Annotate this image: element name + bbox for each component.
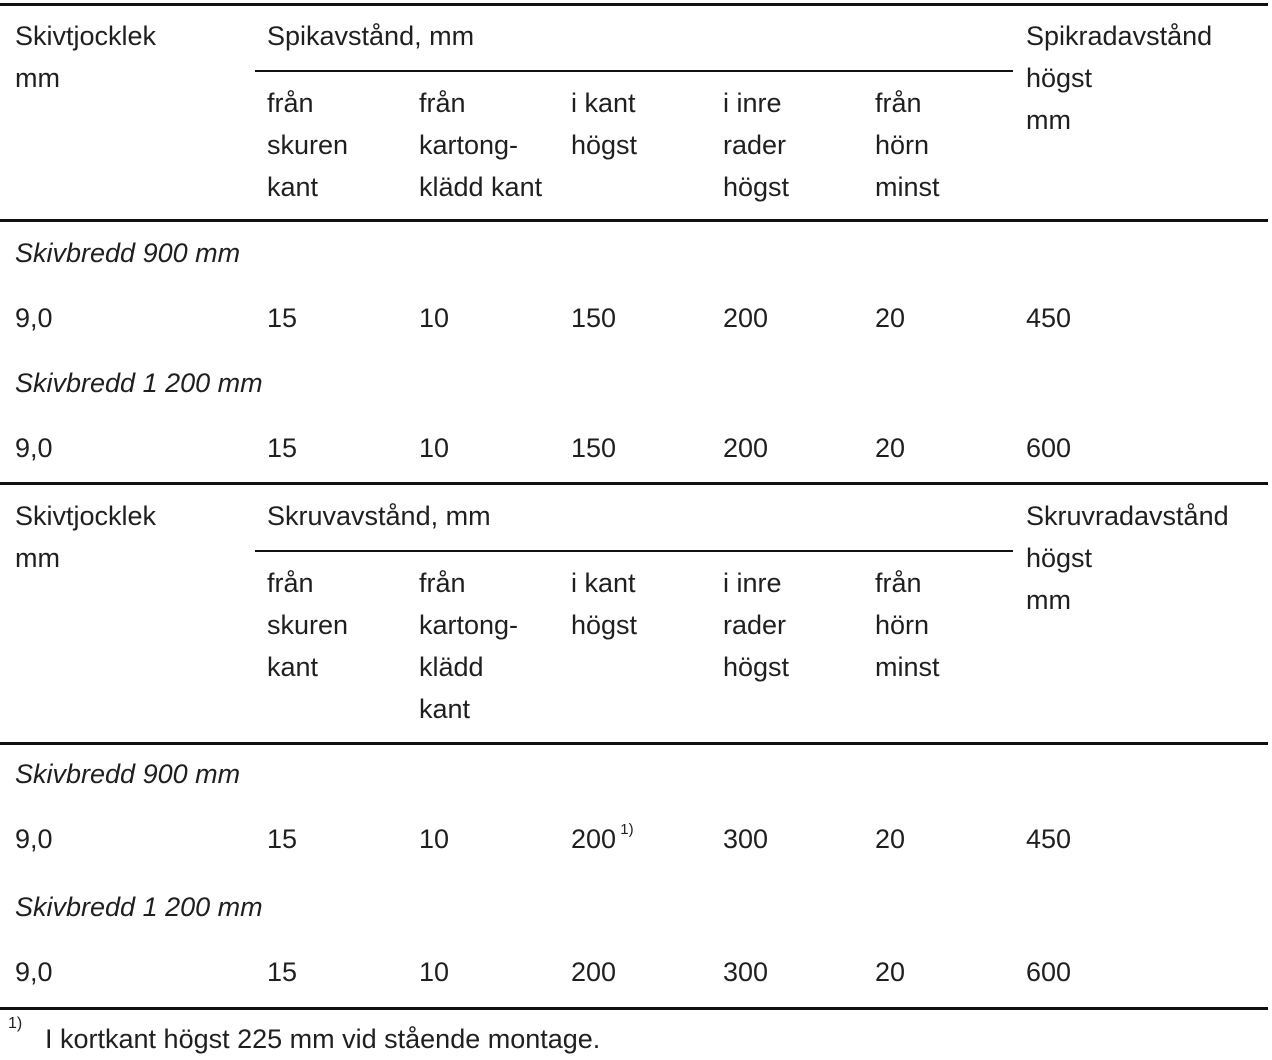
column-header-thickness: Skivtjocklek [15,501,157,531]
subcolumn-header: kant [419,694,471,724]
table-cell: 9,0 [15,433,53,463]
table-cell: 300 [723,824,769,854]
subcolumn-header: kartong- [419,610,519,640]
group-label: Skivbredd 900 mm [15,238,241,268]
subcolumn-header: högst [571,130,638,160]
column-header-row-spacing: Skruvradavstånd [1026,501,1229,531]
header-bottom-rule [0,742,1268,745]
column-header-thickness: Skivtjocklek [15,21,157,51]
subcolumn-header: från [875,568,922,598]
table-top-rule [0,482,1268,485]
table-cell: 20 [875,957,906,987]
subcolumn-header: högst [723,652,790,682]
group-label: Skivbredd 1 200 mm [15,368,263,398]
subcolumn-header: från [419,568,466,598]
table-cell: 9,0 [15,957,53,987]
table-cell: 9,0 [15,303,53,333]
table-cell: 10 [419,303,450,333]
table-cell: 450 [1026,824,1072,854]
table-cell: 200 [571,957,617,987]
subcolumn-header: klädd [419,652,484,682]
footnote-reference: 1) [616,821,634,838]
table-cell: 200 [723,303,769,333]
table-top-rule [0,3,1268,6]
column-group-header: Spikavstånd, mm [267,21,475,51]
subcolumn-header: hörn [875,130,930,160]
table-cell: 600 [1026,957,1072,987]
subcolumn-header: högst [571,610,638,640]
column-header-row-spacing: högst [1026,543,1093,573]
table-bottom-rule [0,1007,1268,1010]
table-cell: 15 [267,824,298,854]
group-label: Skivbredd 1 200 mm [15,892,263,922]
group-header-rule [255,70,1013,72]
subcolumn-header: skuren [267,610,349,640]
table-cell: 200 [723,433,769,463]
subcolumn-header: från [267,88,314,118]
subcolumn-header: kant [267,652,319,682]
table-cell: 10 [419,957,450,987]
subcolumn-header: skuren [267,130,349,160]
subcolumn-header: minst [875,172,940,202]
subcolumn-header: kartong- [419,130,519,160]
column-header-thickness: mm [15,63,60,93]
column-header-row-spacing: mm [1026,105,1071,135]
subcolumn-header: kant [267,172,319,202]
table-cell: 10 [419,433,450,463]
table-cell: 300 [723,957,769,987]
column-group-header: Skruvavstånd, mm [267,501,491,531]
table-cell: 20 [875,303,906,333]
subcolumn-header: minst [875,652,940,682]
subcolumn-header: rader [723,610,787,640]
footnote-mark: 1) [8,1015,23,1032]
subcolumn-header: från [419,88,466,118]
subcolumn-header: i kant [571,568,636,598]
table-cell: 10 [419,824,450,854]
footnote-text: I kortkant högst 225 mm vid stående mont… [45,1024,601,1054]
subcolumn-header: i kant [571,88,636,118]
column-header-row-spacing: mm [1026,585,1071,615]
table-cell: 9,0 [15,824,53,854]
table-cell: 150 [571,303,617,333]
subcolumn-header: i inre [723,88,782,118]
subcolumn-header: högst [723,172,790,202]
table-cell: 20 [875,824,906,854]
table-cell: 15 [267,433,298,463]
subcolumn-header: klädd kant [419,172,543,202]
subcolumn-header: rader [723,130,787,160]
subcolumn-header: i inre [723,568,782,598]
table-cell: 15 [267,303,298,333]
subcolumn-header: från [875,88,922,118]
table-cell: 150 [571,433,617,463]
table-cell: 20 [875,433,906,463]
table-cell: 450 [1026,303,1072,333]
group-header-rule [255,550,1013,552]
column-header-row-spacing: högst [1026,63,1093,93]
subcolumn-header: från [267,568,314,598]
header-bottom-rule [0,219,1268,222]
table-cell: 15 [267,957,298,987]
table-cell: 200 1) [571,821,634,854]
column-header-thickness: mm [15,543,60,573]
column-header-row-spacing: Spikradavstånd [1026,21,1213,51]
group-label: Skivbredd 900 mm [15,759,241,789]
table-cell: 600 [1026,433,1072,463]
subcolumn-header: hörn [875,610,930,640]
